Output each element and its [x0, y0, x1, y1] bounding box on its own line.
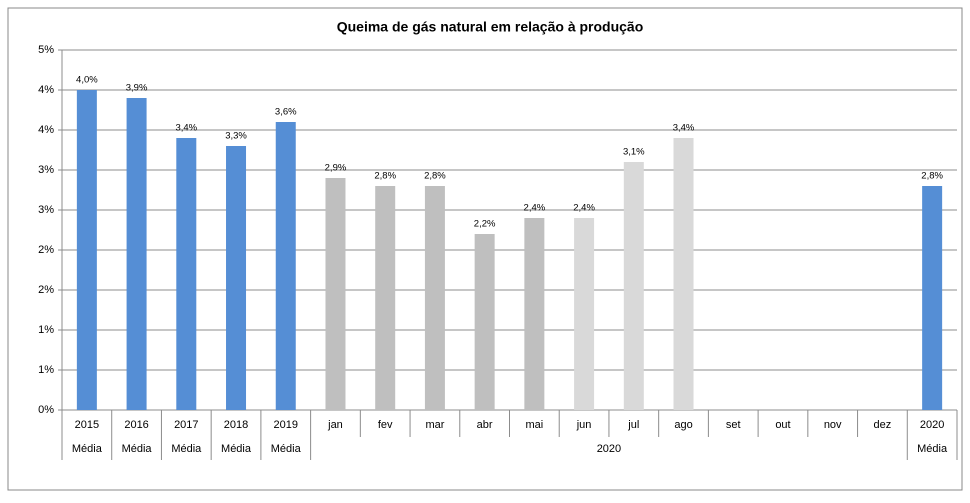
group-label: Média: [171, 443, 202, 455]
x-tick-label: jul: [627, 419, 639, 431]
value-label: 4,0%: [76, 75, 98, 86]
value-label: 2,8%: [921, 171, 943, 182]
y-tick-label: 1%: [38, 324, 54, 336]
group-label: Média: [271, 443, 302, 455]
x-tick-label: out: [775, 419, 790, 431]
y-tick-label: 0%: [38, 404, 54, 416]
bar: [574, 218, 595, 410]
value-label: 3,4%: [175, 123, 197, 134]
x-tick-label: 2017: [174, 419, 198, 431]
bar: [474, 234, 495, 410]
value-label: 2,8%: [424, 171, 446, 182]
y-tick-label: 4%: [38, 84, 54, 96]
bar: [424, 186, 445, 410]
y-tick-label: 1%: [38, 364, 54, 376]
y-tick-label: 2%: [38, 284, 54, 296]
value-label: 3,1%: [623, 147, 645, 158]
x-tick-label: mai: [525, 419, 543, 431]
bar: [375, 186, 396, 410]
y-tick-label: 2%: [38, 244, 54, 256]
y-tick-label: 3%: [38, 164, 54, 176]
value-label: 2,8%: [374, 171, 396, 182]
y-tick-label: 3%: [38, 204, 54, 216]
bar: [922, 186, 943, 410]
x-tick-label: mar: [425, 419, 444, 431]
value-label: 2,4%: [524, 203, 546, 214]
x-tick-label: 2020: [920, 419, 944, 431]
value-label: 2,4%: [573, 203, 595, 214]
x-tick-label: 2016: [124, 419, 148, 431]
x-tick-label: abr: [477, 419, 493, 431]
value-label: 3,9%: [126, 83, 148, 94]
group-label: Média: [221, 443, 252, 455]
x-tick-label: nov: [824, 419, 842, 431]
bar: [524, 218, 545, 410]
x-tick-label: 2019: [274, 419, 298, 431]
x-tick-label: 2015: [75, 419, 99, 431]
bar: [325, 178, 346, 410]
bar: [673, 138, 694, 410]
bar: [176, 138, 197, 410]
x-tick-label: fev: [378, 419, 393, 431]
y-tick-label: 4%: [38, 124, 54, 136]
x-tick-label: jun: [576, 419, 592, 431]
x-tick-label: dez: [874, 419, 892, 431]
group-label: Média: [917, 443, 948, 455]
bar: [275, 122, 296, 410]
x-tick-label: ago: [674, 419, 692, 431]
x-tick-label: jan: [327, 419, 343, 431]
bar: [623, 162, 644, 410]
value-label: 3,6%: [275, 107, 297, 118]
value-label: 2,2%: [474, 219, 496, 230]
x-tick-label: 2018: [224, 419, 248, 431]
value-label: 2,9%: [325, 163, 347, 174]
group-label: 2020: [597, 443, 621, 455]
x-tick-label: set: [726, 419, 741, 431]
bar: [76, 90, 97, 410]
y-tick-label: 5%: [38, 44, 54, 56]
value-label: 3,3%: [225, 131, 247, 142]
bar: [226, 146, 247, 410]
value-label: 3,4%: [673, 123, 695, 134]
group-label: Média: [122, 443, 153, 455]
chart-title: Queima de gás natural em relação à produ…: [337, 19, 644, 35]
group-label: Média: [72, 443, 103, 455]
bar: [126, 98, 147, 410]
